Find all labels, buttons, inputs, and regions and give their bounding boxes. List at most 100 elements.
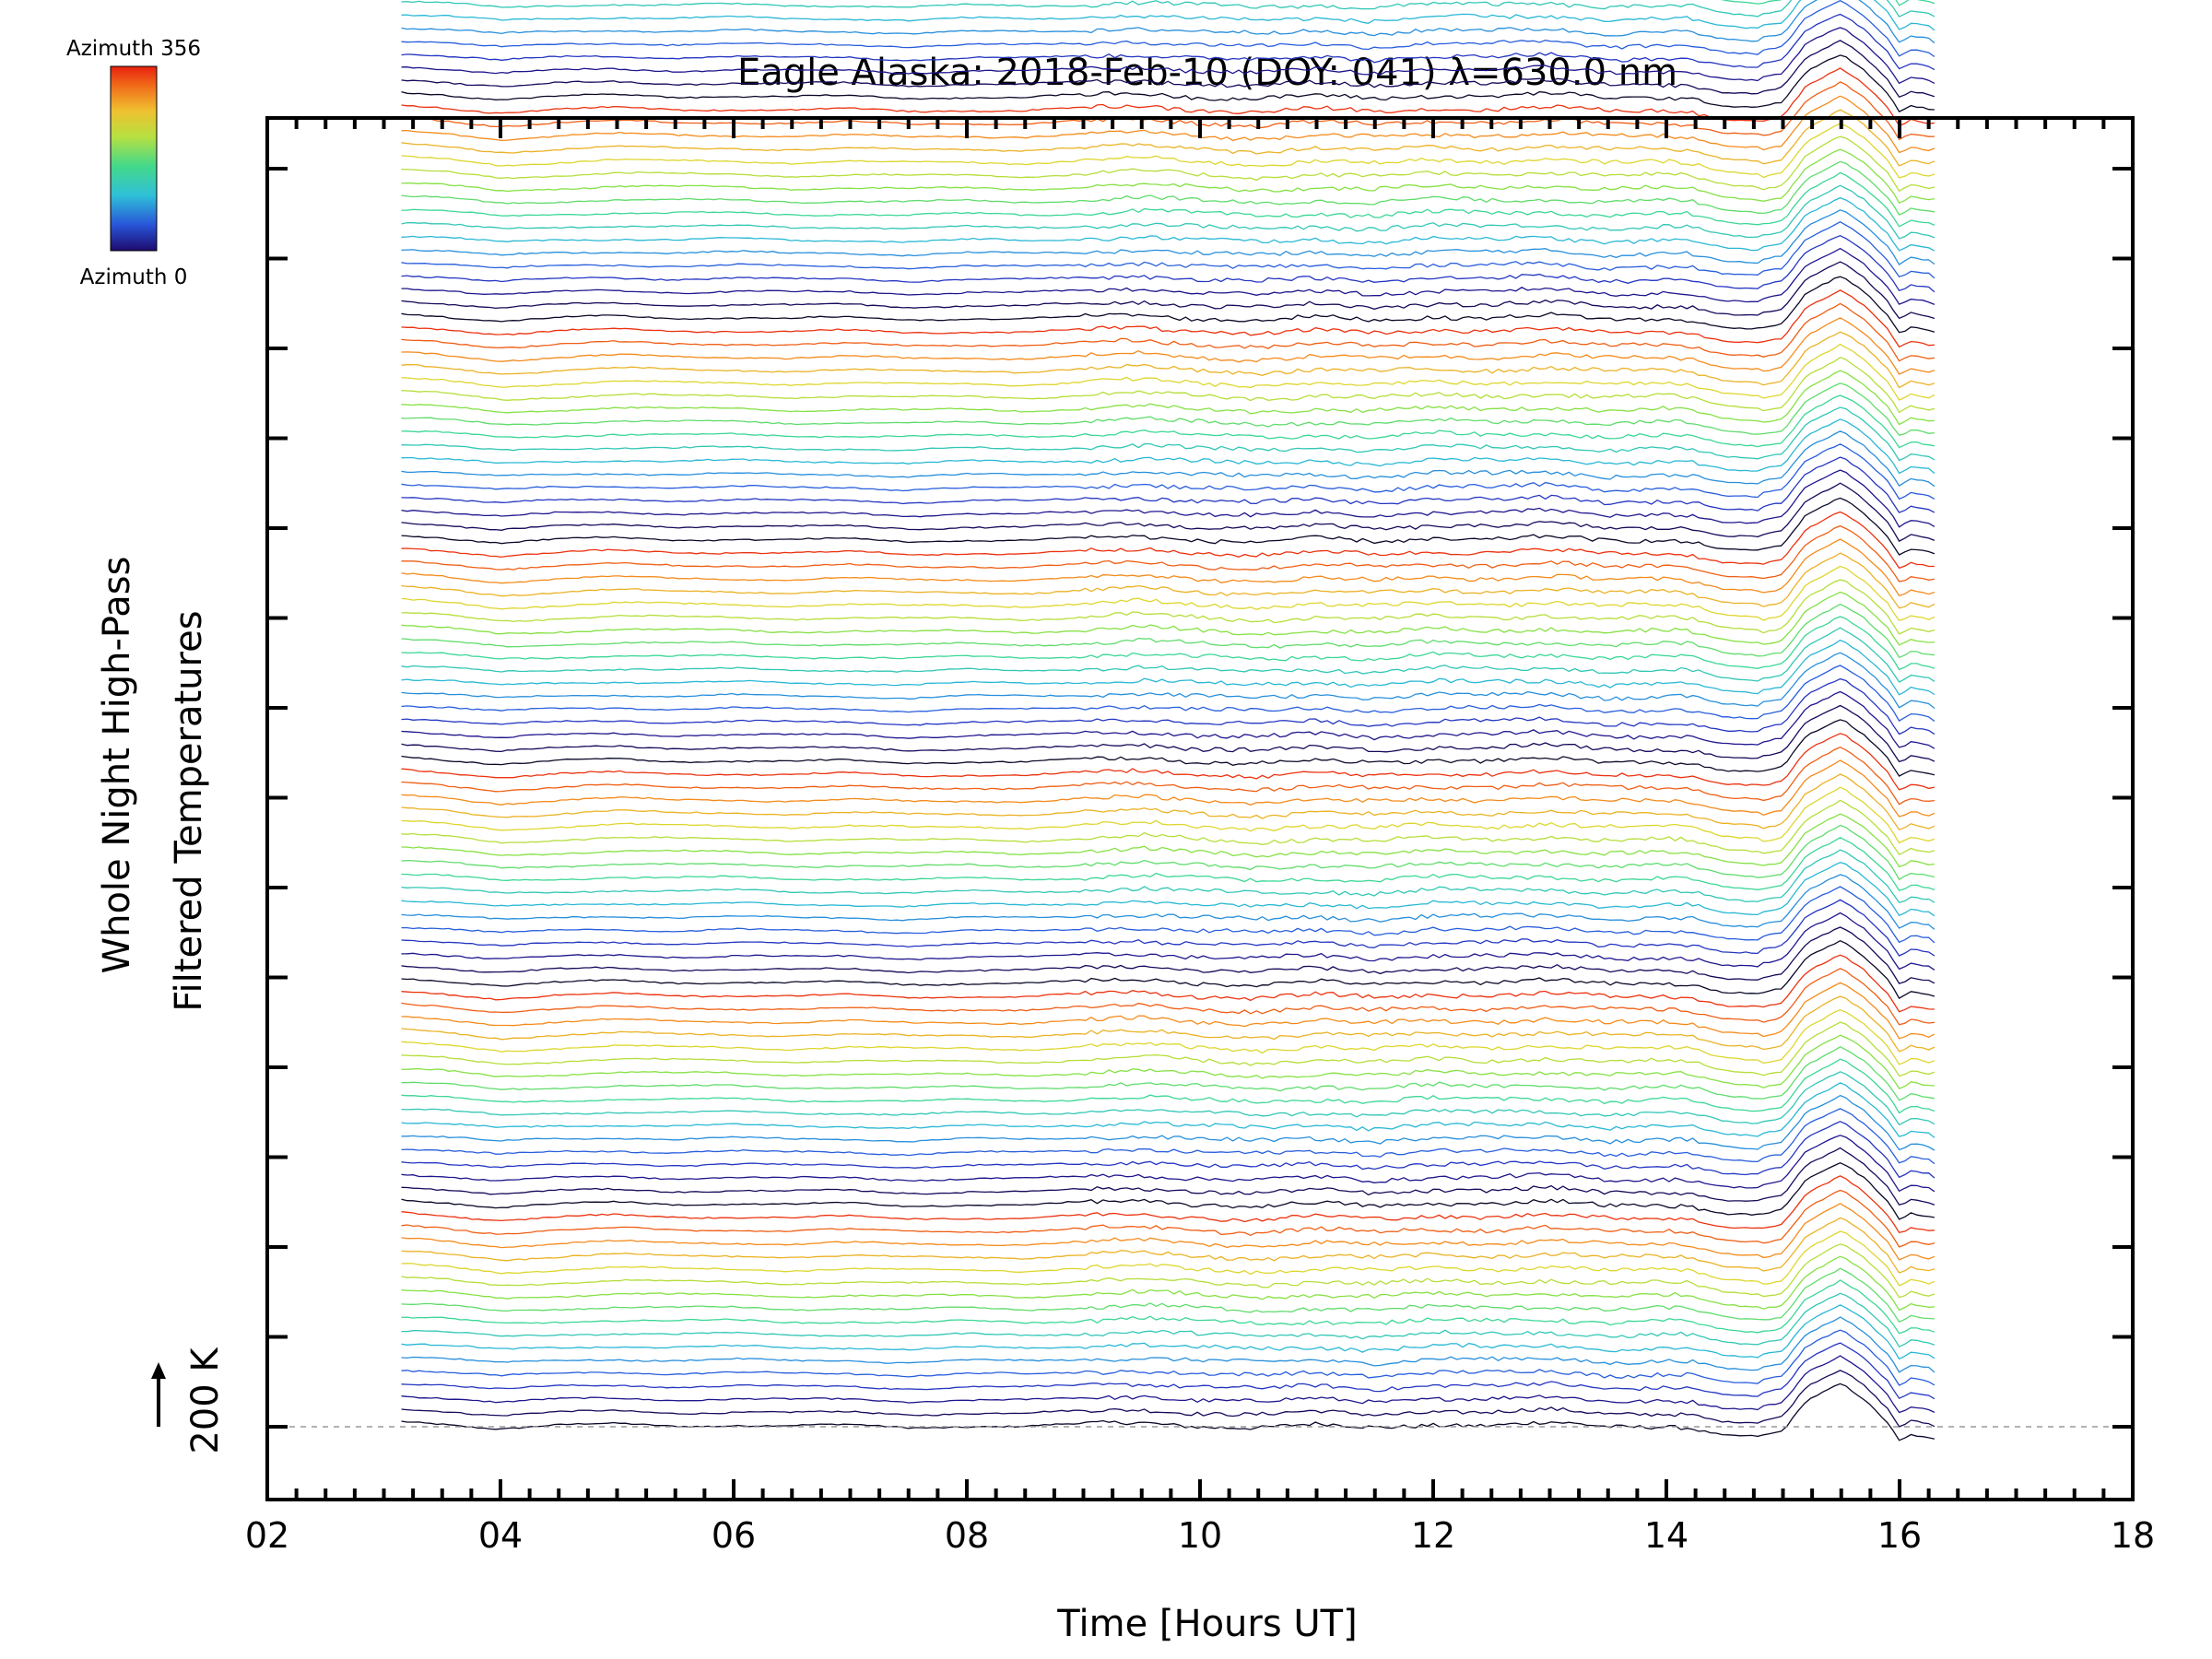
x-tick-label: 14 xyxy=(1644,1515,1688,1556)
trace-line xyxy=(401,1370,1936,1428)
trace-line xyxy=(401,733,1936,791)
trace-line xyxy=(401,1316,1936,1373)
trace-line xyxy=(401,874,1936,930)
trace-line xyxy=(401,394,1936,449)
trace-line xyxy=(401,1217,1936,1274)
trace-line xyxy=(401,1082,1936,1138)
trace-line xyxy=(401,759,1936,818)
trace-line xyxy=(401,968,1935,1026)
x-tick-label: 08 xyxy=(945,1515,989,1556)
trace-line xyxy=(401,0,1936,31)
trace-line xyxy=(401,209,1936,266)
trace-line xyxy=(401,418,1936,475)
trace-line xyxy=(401,862,1936,917)
trace-line xyxy=(401,289,1935,348)
trace-line xyxy=(401,482,1936,542)
trace-line xyxy=(401,954,1935,1013)
trace-line xyxy=(401,148,1936,205)
trace-line xyxy=(401,1355,1936,1414)
trace-line xyxy=(401,746,1935,806)
trace-line xyxy=(401,234,1936,293)
trace-line xyxy=(401,786,1936,844)
trace-line xyxy=(401,995,1936,1053)
trace-line xyxy=(401,302,1935,362)
trace-line xyxy=(401,1243,1936,1299)
trace-line xyxy=(401,1135,1936,1193)
trace-line xyxy=(401,1071,1936,1126)
trace-line xyxy=(401,160,1936,216)
trace-line xyxy=(401,939,1936,999)
trace-line xyxy=(401,849,1936,903)
trace-line xyxy=(401,1342,1936,1400)
trace-line xyxy=(401,357,1936,414)
trace-line xyxy=(401,899,1936,957)
trace-line xyxy=(401,67,1936,127)
trace-line xyxy=(401,627,1936,683)
trace-line xyxy=(401,1230,1936,1287)
trace-line xyxy=(401,40,1936,98)
trace-line xyxy=(401,171,1936,228)
trace-line xyxy=(401,1147,1936,1206)
trace-line xyxy=(401,184,1936,240)
trace-line xyxy=(401,276,1936,334)
trace-line xyxy=(401,317,1936,375)
trace-line xyxy=(401,261,1936,320)
trace-line xyxy=(401,1058,1936,1114)
trace-line xyxy=(401,912,1936,971)
trace-line xyxy=(401,552,1936,609)
trace-line xyxy=(401,579,1936,635)
x-tick-label: 06 xyxy=(712,1515,756,1556)
trace-line xyxy=(401,616,1936,671)
trace-line xyxy=(401,591,1935,646)
trace-line xyxy=(401,196,1936,252)
colorbar xyxy=(110,65,158,252)
trace-line xyxy=(401,0,1936,58)
trace-line xyxy=(401,824,1936,881)
trace-line xyxy=(401,13,1936,71)
trace-line xyxy=(401,382,1935,437)
trace-line xyxy=(401,837,1936,891)
trace-line xyxy=(401,220,1936,279)
trace-line xyxy=(401,603,1935,659)
x-tick-labels: 02 04 06 08 10 12 14 16 18 xyxy=(245,1515,2155,1556)
trace-line xyxy=(401,524,1935,582)
trace-line xyxy=(401,677,1936,735)
trace-line xyxy=(401,982,1936,1040)
trace-line xyxy=(401,247,1936,306)
trace-line xyxy=(401,0,1936,44)
trace-line xyxy=(401,799,1936,856)
trace-line xyxy=(401,54,1935,112)
trace-line xyxy=(401,343,1936,401)
trace-line xyxy=(401,370,1935,426)
y-axis-label-line1: Whole Night High-Pass xyxy=(96,557,138,974)
trace-line xyxy=(401,704,1936,763)
trace-line xyxy=(401,406,1936,462)
colorbar-bottom-label: Azimuth 0 xyxy=(80,265,188,289)
trace-line xyxy=(401,773,1936,830)
trace-line xyxy=(401,1121,1936,1179)
trace-line xyxy=(401,109,1936,167)
trace-line xyxy=(401,565,1936,621)
trace-line xyxy=(401,1009,1936,1065)
trace-line xyxy=(401,0,1936,18)
trace-line xyxy=(401,652,1936,710)
trace-line xyxy=(401,511,1935,570)
trace-line xyxy=(401,926,1936,984)
trace-line xyxy=(401,123,1936,179)
trace-line xyxy=(401,1279,1936,1335)
trace-line xyxy=(401,1021,1936,1077)
trace-line xyxy=(401,1034,1935,1089)
scale-bar-arrowhead xyxy=(151,1362,166,1379)
x-tick-label: 12 xyxy=(1411,1515,1455,1556)
trace-line xyxy=(401,639,1936,696)
trace-line xyxy=(401,1161,1936,1220)
trace-line xyxy=(401,1304,1936,1360)
trace-line xyxy=(401,1292,1936,1348)
trace-line xyxy=(401,1267,1935,1324)
trace-line xyxy=(401,1255,1935,1312)
trace-line xyxy=(401,538,1936,597)
trace-line xyxy=(401,469,1936,528)
trace-line xyxy=(401,1045,1936,1101)
x-tick-label: 04 xyxy=(478,1515,523,1556)
